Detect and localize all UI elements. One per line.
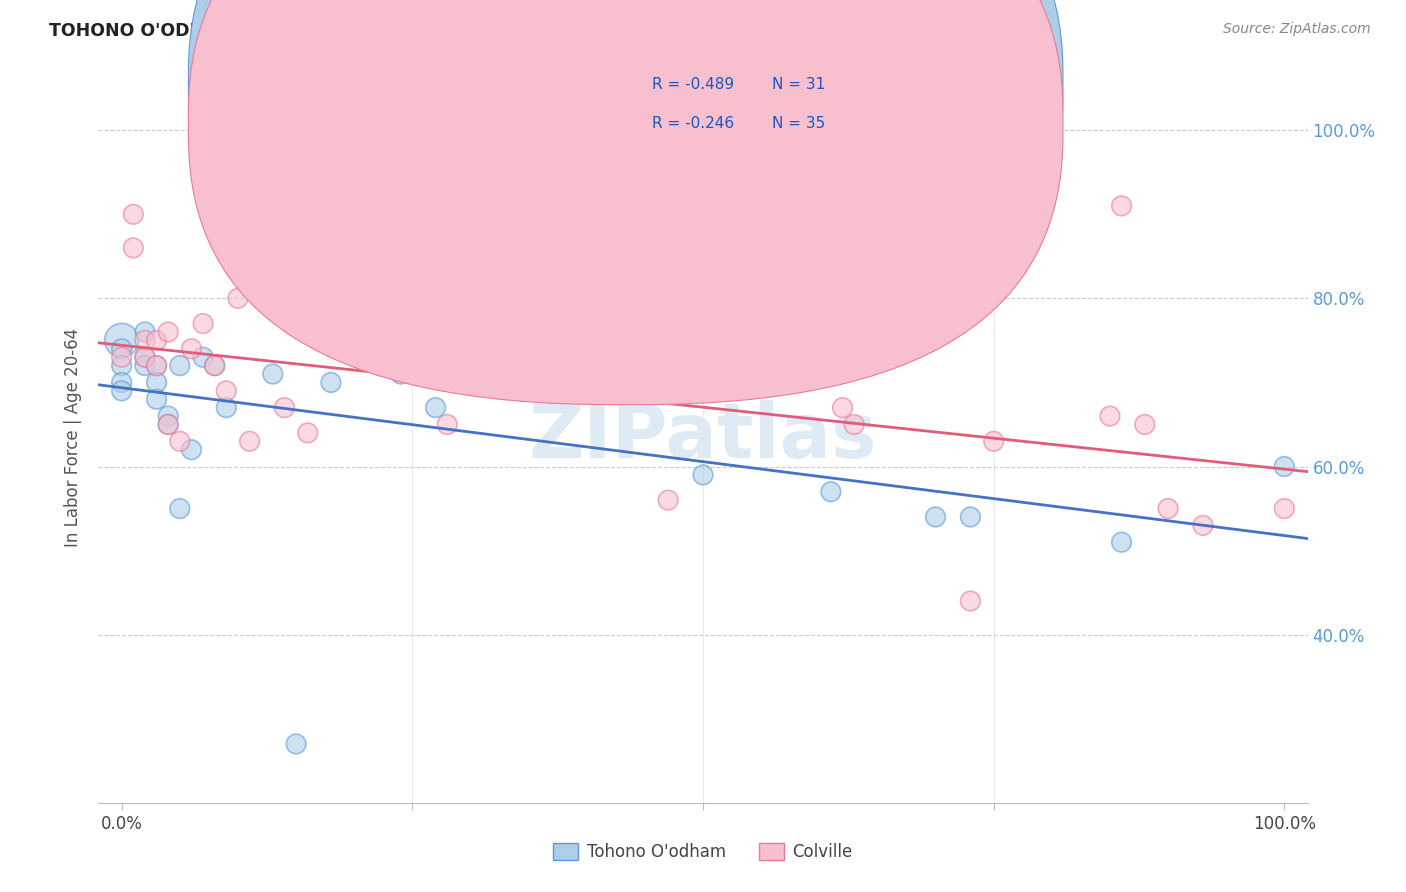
Point: [436, 325, 458, 339]
Point: [111, 384, 134, 398]
Point: [262, 367, 284, 381]
Point: [157, 409, 180, 423]
Point: [401, 300, 423, 314]
Point: [145, 359, 167, 373]
Point: [1272, 459, 1295, 474]
Point: [716, 359, 738, 373]
Point: [1111, 535, 1133, 549]
Point: [180, 442, 202, 457]
Point: [959, 510, 981, 524]
Point: [157, 417, 180, 432]
Point: [425, 334, 447, 348]
Point: [1272, 501, 1295, 516]
Point: [983, 434, 1005, 449]
Point: [425, 401, 447, 415]
Point: [924, 510, 946, 524]
Point: [285, 737, 308, 751]
Point: [436, 417, 458, 432]
Point: [1192, 518, 1215, 533]
Point: [844, 417, 866, 432]
Point: [145, 392, 167, 407]
Point: [1133, 417, 1156, 432]
Point: [191, 317, 214, 331]
Point: [111, 334, 134, 348]
Point: [215, 401, 238, 415]
Y-axis label: In Labor Force | Age 20-64: In Labor Force | Age 20-64: [65, 327, 83, 547]
Point: [204, 359, 226, 373]
Point: [959, 594, 981, 608]
Point: [134, 334, 156, 348]
Point: [169, 501, 191, 516]
Point: [204, 359, 226, 373]
Point: [134, 350, 156, 364]
Point: [134, 350, 156, 364]
Point: [180, 342, 202, 356]
Point: [169, 359, 191, 373]
Point: [134, 325, 156, 339]
Text: ZIPatlas: ZIPatlas: [529, 401, 877, 474]
Point: [657, 493, 679, 508]
Point: [122, 241, 145, 255]
Text: TOHONO O'ODHAM VS COLVILLE IN LABOR FORCE | AGE 20-64 CORRELATION CHART: TOHONO O'ODHAM VS COLVILLE IN LABOR FORC…: [49, 22, 869, 40]
Point: [111, 342, 134, 356]
Text: R = -0.246: R = -0.246: [652, 116, 734, 131]
Point: [831, 401, 853, 415]
Point: [122, 207, 145, 221]
Point: [111, 376, 134, 390]
Point: [111, 350, 134, 364]
Point: [239, 434, 262, 449]
Point: [1111, 199, 1133, 213]
Point: [145, 359, 167, 373]
Text: N = 35: N = 35: [772, 116, 825, 131]
Point: [273, 401, 295, 415]
Point: [820, 484, 842, 499]
Point: [145, 376, 167, 390]
Point: [215, 384, 238, 398]
Point: [134, 359, 156, 373]
Point: [319, 376, 342, 390]
Point: [692, 467, 714, 482]
Point: [1098, 409, 1121, 423]
Point: [145, 334, 167, 348]
Point: [157, 417, 180, 432]
Point: [389, 367, 412, 381]
Legend: Tohono O'odham, Colville: Tohono O'odham, Colville: [547, 836, 859, 868]
Point: [297, 425, 319, 440]
Point: [692, 359, 714, 373]
Text: N = 31: N = 31: [772, 77, 825, 92]
Point: [111, 359, 134, 373]
Point: [226, 291, 249, 305]
Text: Source: ZipAtlas.com: Source: ZipAtlas.com: [1223, 22, 1371, 37]
Point: [157, 325, 180, 339]
Point: [1157, 501, 1180, 516]
Point: [191, 350, 214, 364]
Text: R = -0.489: R = -0.489: [652, 77, 734, 92]
Point: [169, 434, 191, 449]
Point: [366, 334, 388, 348]
